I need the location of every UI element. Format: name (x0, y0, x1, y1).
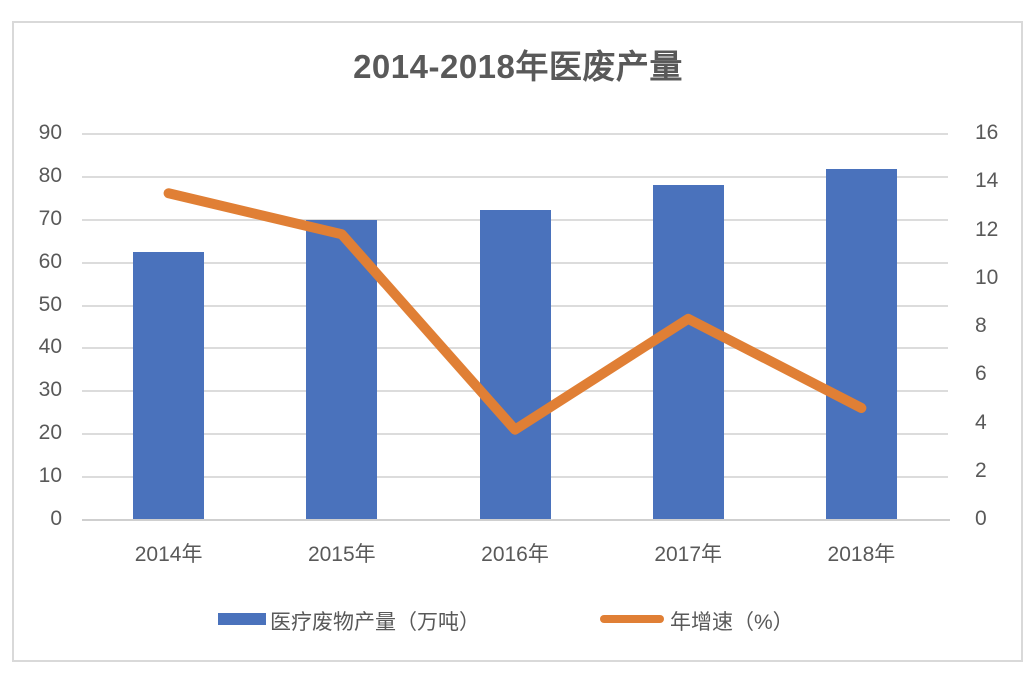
x-axis-tick-label: 2015年 (307, 543, 376, 566)
x-axis-tick-label: 2016年 (481, 543, 549, 566)
x-axis-tick-label: 2018年 (827, 543, 896, 566)
left-axis-tick-label: 0 (50, 507, 62, 530)
right-axis-tick-label: 12 (975, 217, 999, 241)
left-axis-tick-label: 80 (38, 163, 62, 187)
x-axis-tick-label: 2014年 (134, 543, 203, 566)
bar (133, 252, 205, 519)
bar (825, 168, 897, 519)
right-axis-tick-label: 0 (975, 507, 987, 530)
bar (652, 185, 724, 519)
left-axis-tick-label: 30 (38, 378, 62, 402)
x-axis-tick-label: 2017年 (654, 543, 723, 566)
line-path (163, 188, 867, 435)
legend: 医疗废物产量（万吨） 年增速（%） (0, 600, 1036, 636)
left-axis-tick-label: 70 (38, 206, 62, 230)
right-axis-labels: 0 2 4 6 8 10 12 14 16 (975, 121, 1035, 530)
bar (479, 209, 551, 519)
left-axis-tick-label: 50 (38, 292, 62, 316)
line-series (163, 188, 867, 435)
right-axis-tick-label: 14 (975, 169, 999, 193)
left-axis-tick-label: 20 (38, 421, 62, 445)
x-axis-labels: 2014年 2015年 2016年 2017年 2018年 (82, 538, 948, 568)
right-axis-tick-label: 6 (975, 362, 987, 386)
left-axis-tick-label: 40 (38, 335, 62, 359)
gridline (82, 175, 948, 178)
plot-area (82, 133, 948, 519)
right-axis-tick-label: 8 (975, 314, 987, 337)
left-axis-tick-label: 90 (38, 121, 62, 144)
bar-swatch-icon (218, 613, 266, 625)
chart-title: 2014-2018年医废产量 (353, 48, 683, 85)
left-axis-tick-label: 60 (38, 249, 62, 273)
left-axis-tick-label: 10 (38, 464, 62, 488)
legend-label-bar-series: 医疗废物产量（万吨） (270, 611, 480, 634)
left-axis-labels: 0 10 20 30 40 50 60 70 80 90 (0, 121, 62, 530)
legend-label-line-series: 年增速（%） (670, 611, 794, 634)
bar (306, 220, 378, 519)
x-axis-line (82, 519, 950, 521)
gridline (82, 133, 948, 135)
right-axis-tick-label: 16 (975, 121, 999, 144)
right-axis-tick-label: 4 (975, 410, 987, 434)
line-swatch-icon (600, 615, 664, 623)
right-axis-tick-label: 10 (975, 265, 999, 289)
right-axis-tick-label: 2 (975, 458, 987, 482)
